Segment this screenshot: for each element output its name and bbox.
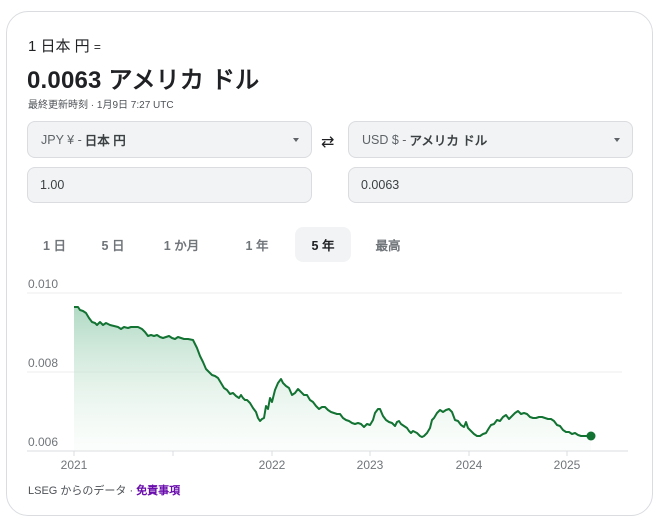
data-source-footer: LSEG からのデータ · 免責事項 [28, 482, 180, 498]
range-tabs: 1 日 5 日 1 か月 1 年 5 年 最高 [27, 227, 425, 262]
to-currency-code: USD $ - [362, 132, 407, 147]
y-tick-0010: 0.010 [28, 277, 59, 291]
y-tick-0008: 0.008 [28, 356, 59, 370]
tab-max[interactable]: 最高 [375, 239, 401, 253]
equals-sign: = [93, 40, 101, 54]
chevron-down-icon [293, 138, 299, 142]
disclaimer-link[interactable]: 免責事項 [136, 485, 181, 497]
base-amount-text: 1 日本 円 [28, 38, 90, 55]
from-currency-select[interactable]: JPY ¥ - 日本 円 [27, 121, 312, 158]
to-amount-input[interactable]: 0.0063 [348, 167, 633, 203]
tab-5-day[interactable]: 5 日 [101, 239, 125, 253]
x-tick-2023: 2023 [356, 458, 384, 472]
current-value-marker [586, 431, 596, 441]
x-tick-2025: 2025 [553, 458, 581, 472]
from-currency-name: 日本 円 [84, 134, 126, 148]
swap-icon[interactable]: ⇄ [321, 134, 335, 151]
data-source-text: LSEG からのデータ · [28, 485, 134, 497]
tab-5-year[interactable]: 5 年 [295, 227, 351, 262]
last-updated: 最終更新時刻 · 1月9日 7:27 UTC [28, 100, 174, 111]
y-tick-0006: 0.006 [28, 435, 59, 449]
x-tick-2024: 2024 [455, 458, 483, 472]
from-amount-input[interactable]: 1.00 [27, 167, 312, 203]
chart-line [74, 306, 591, 438]
base-amount-label: 1 日本 円 = [28, 35, 101, 56]
to-currency-select[interactable]: USD $ - アメリカ ドル [348, 121, 633, 158]
chevron-down-icon [614, 138, 620, 142]
x-tick-2021: 2021 [60, 458, 88, 472]
from-currency-code: JPY ¥ - [41, 132, 82, 147]
to-currency-name: アメリカ ドル [409, 134, 488, 148]
x-tick-2022: 2022 [258, 458, 286, 472]
converted-result: 0.0063 アメリカ ドル [27, 67, 260, 94]
tab-1-year[interactable]: 1 年 [245, 239, 269, 253]
price-chart[interactable] [0, 270, 661, 470]
tab-1-month[interactable]: 1 か月 [163, 239, 200, 253]
tab-1-day[interactable]: 1 日 [43, 239, 66, 253]
chart-area-fill [74, 307, 591, 451]
